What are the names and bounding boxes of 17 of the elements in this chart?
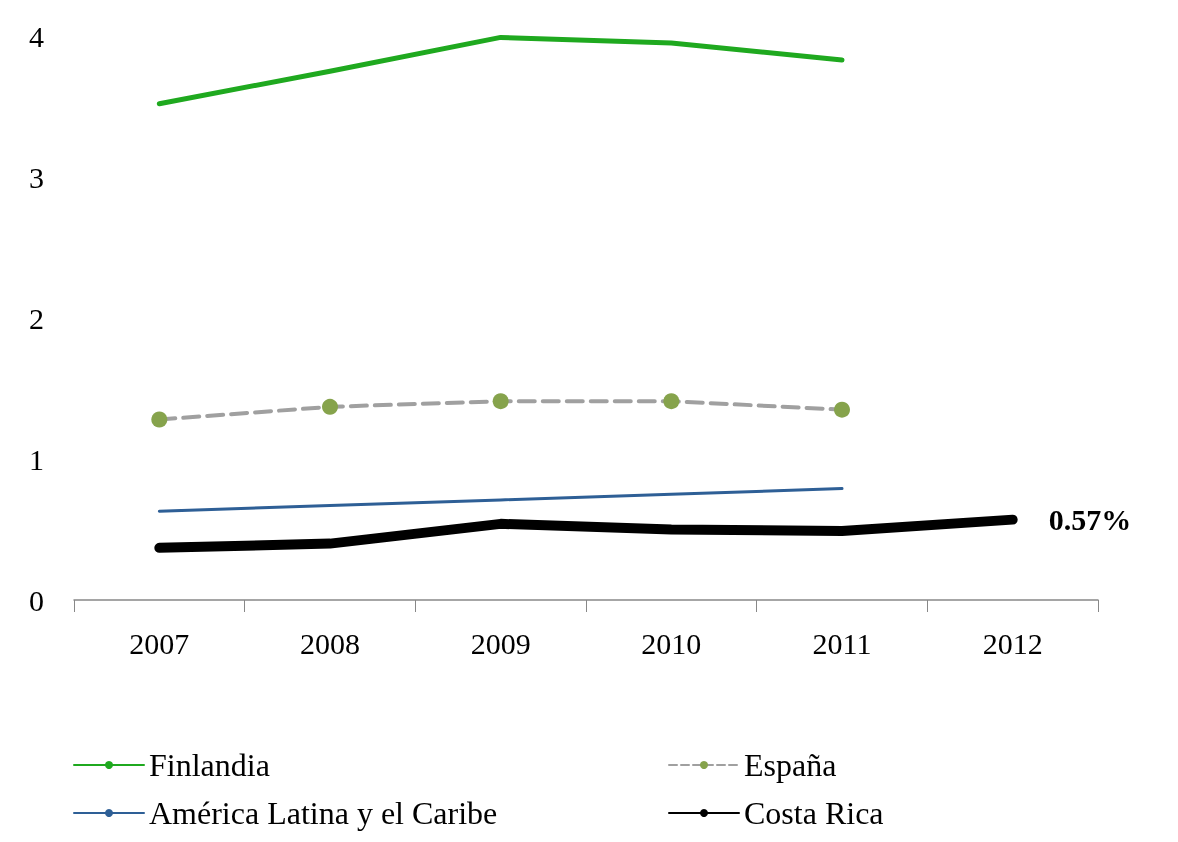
legend-label: Costa Rica <box>744 795 884 831</box>
x-tick-label: 2012 <box>982 626 1043 660</box>
legend-label: Finlandia <box>149 747 270 783</box>
x-tick-label: 2007 <box>129 626 190 660</box>
x-tick-label: 2009 <box>470 626 531 660</box>
x-tick-label: 2011 <box>812 626 872 660</box>
line-series <box>157 487 844 513</box>
y-tick-label: 3 <box>29 160 44 194</box>
y-tick-label: 0 <box>29 583 44 617</box>
y-tick-label: 1 <box>29 442 44 476</box>
legend-label: España <box>744 747 837 783</box>
x-tick-label: 2008 <box>300 626 360 660</box>
y-tick-label: 2 <box>29 301 44 335</box>
data-label: 0.57% <box>1048 503 1132 537</box>
legend-label: América Latina y el Caribe <box>149 795 498 831</box>
y-tick-label: 4 <box>29 19 44 53</box>
x-tick-label: 2010 <box>641 626 702 660</box>
